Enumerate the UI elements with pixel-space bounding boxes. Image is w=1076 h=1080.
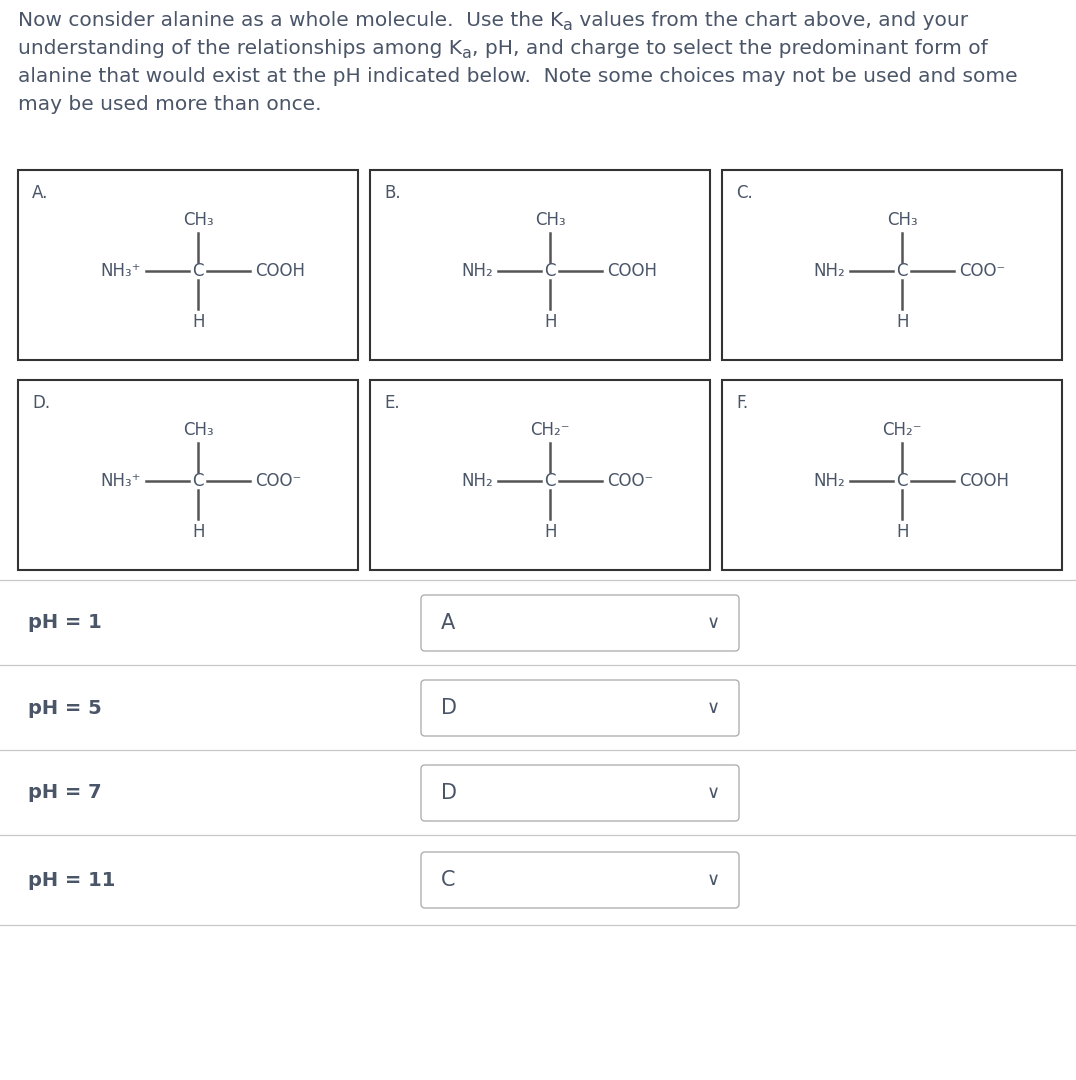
Text: NH₂: NH₂: [462, 261, 493, 280]
Text: H: H: [896, 523, 908, 541]
Text: NH₂: NH₂: [813, 472, 846, 489]
Text: ∨: ∨: [707, 870, 720, 889]
Text: C: C: [441, 870, 455, 890]
Text: A: A: [441, 613, 455, 633]
Text: ∨: ∨: [707, 615, 720, 632]
Text: D: D: [441, 698, 457, 718]
Text: a: a: [462, 46, 472, 60]
FancyBboxPatch shape: [421, 852, 739, 908]
Text: D.: D.: [32, 394, 51, 411]
Text: values from the chart above, and your: values from the chart above, and your: [574, 11, 968, 30]
FancyBboxPatch shape: [421, 680, 739, 735]
Text: may be used more than once.: may be used more than once.: [18, 95, 322, 114]
FancyBboxPatch shape: [722, 380, 1062, 570]
Text: C: C: [544, 261, 556, 280]
Text: COOH: COOH: [607, 261, 657, 280]
Text: C: C: [193, 472, 204, 489]
Text: CH₃: CH₃: [887, 211, 918, 229]
Text: ∨: ∨: [707, 784, 720, 802]
Text: CH₃: CH₃: [535, 211, 566, 229]
Text: F.: F.: [736, 394, 748, 411]
Text: H: H: [544, 313, 556, 330]
Text: CH₃: CH₃: [183, 211, 213, 229]
FancyBboxPatch shape: [370, 170, 710, 360]
Text: CH₂⁻: CH₂⁻: [882, 421, 922, 438]
Text: E.: E.: [384, 394, 399, 411]
FancyBboxPatch shape: [18, 170, 358, 360]
FancyBboxPatch shape: [370, 380, 710, 570]
Text: H: H: [544, 523, 556, 541]
Text: A.: A.: [32, 184, 48, 202]
Text: CH₃: CH₃: [183, 421, 213, 438]
Text: B.: B.: [384, 184, 400, 202]
Text: C: C: [896, 472, 908, 489]
Text: understanding of the relationships among K: understanding of the relationships among…: [18, 39, 462, 58]
Text: COO⁻: COO⁻: [607, 472, 653, 489]
Text: COO⁻: COO⁻: [255, 472, 301, 489]
Text: pH = 1: pH = 1: [28, 613, 102, 633]
Text: C: C: [544, 472, 556, 489]
Text: H: H: [192, 313, 204, 330]
FancyBboxPatch shape: [421, 595, 739, 651]
Text: D: D: [441, 783, 457, 804]
FancyBboxPatch shape: [421, 765, 739, 821]
Text: , pH, and charge to select the predominant form of: , pH, and charge to select the predomina…: [472, 39, 988, 58]
Text: COOH: COOH: [959, 472, 1009, 489]
Text: NH₃⁺: NH₃⁺: [101, 261, 141, 280]
Text: NH₃⁺: NH₃⁺: [101, 472, 141, 489]
Text: pH = 7: pH = 7: [28, 783, 101, 802]
Text: C: C: [193, 261, 204, 280]
Text: Now consider alanine as a whole molecule.  Use the K: Now consider alanine as a whole molecule…: [18, 11, 563, 30]
Text: C.: C.: [736, 184, 753, 202]
Text: C: C: [896, 261, 908, 280]
FancyBboxPatch shape: [18, 380, 358, 570]
Text: COOH: COOH: [255, 261, 306, 280]
Text: H: H: [896, 313, 908, 330]
Text: COO⁻: COO⁻: [959, 261, 1005, 280]
Text: H: H: [192, 523, 204, 541]
Text: a: a: [563, 18, 574, 33]
Text: CH₂⁻: CH₂⁻: [530, 421, 570, 438]
Text: alanine that would exist at the pH indicated below.  Note some choices may not b: alanine that would exist at the pH indic…: [18, 67, 1018, 86]
Text: NH₂: NH₂: [813, 261, 846, 280]
Text: ∨: ∨: [707, 699, 720, 717]
Text: pH = 5: pH = 5: [28, 699, 102, 717]
FancyBboxPatch shape: [722, 170, 1062, 360]
Text: NH₂: NH₂: [462, 472, 493, 489]
Text: pH = 11: pH = 11: [28, 870, 115, 890]
